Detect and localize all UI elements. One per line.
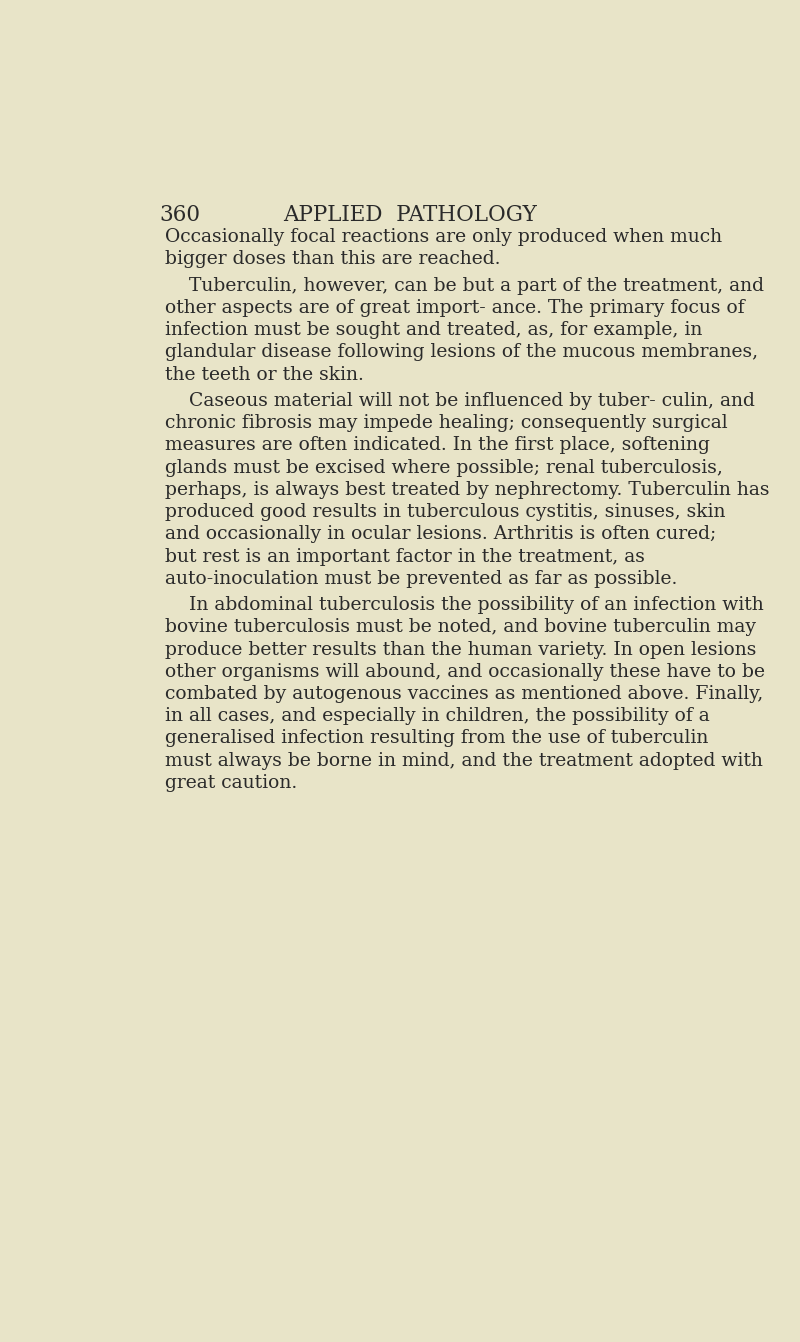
- Text: generalised infection resulting from the use of tuberculin: generalised infection resulting from the…: [165, 729, 709, 747]
- Text: Caseous material will not be influenced by tuber- culin, and: Caseous material will not be influenced …: [189, 392, 754, 411]
- Text: produce better results than the human variety. In open lesions: produce better results than the human va…: [165, 640, 757, 659]
- Text: 360: 360: [159, 204, 200, 227]
- Text: in all cases, and especially in children, the possibility of a: in all cases, and especially in children…: [165, 707, 710, 725]
- Text: bovine tuberculosis must be noted, and bovine tuberculin may: bovine tuberculosis must be noted, and b…: [165, 619, 756, 636]
- Text: APPLIED  PATHOLOGY: APPLIED PATHOLOGY: [283, 204, 537, 227]
- Text: the teeth or the skin.: the teeth or the skin.: [165, 365, 364, 384]
- Text: other aspects are of great import- ance. The primary focus of: other aspects are of great import- ance.…: [165, 299, 745, 317]
- Text: measures are often indicated. In the first place, softening: measures are often indicated. In the fir…: [165, 436, 710, 455]
- Text: glandular disease following lesions of the mucous membranes,: glandular disease following lesions of t…: [165, 344, 758, 361]
- Text: Occasionally focal reactions are only produced when much: Occasionally focal reactions are only pr…: [165, 228, 722, 246]
- Text: glands must be excised where possible; renal tuberculosis,: glands must be excised where possible; r…: [165, 459, 723, 476]
- Text: infection must be sought and treated, as, for example, in: infection must be sought and treated, as…: [165, 321, 702, 340]
- Text: chronic fibrosis may impede healing; consequently surgical: chronic fibrosis may impede healing; con…: [165, 415, 728, 432]
- Text: combated by autogenous vaccines as mentioned above. Finally,: combated by autogenous vaccines as menti…: [165, 684, 763, 703]
- Text: must always be borne in mind, and the treatment adopted with: must always be borne in mind, and the tr…: [165, 752, 763, 769]
- Text: but rest is an important factor in the treatment, as: but rest is an important factor in the t…: [165, 548, 645, 565]
- Text: bigger doses than this are reached.: bigger doses than this are reached.: [165, 251, 501, 268]
- Text: produced good results in tuberculous cystitis, sinuses, skin: produced good results in tuberculous cys…: [165, 503, 726, 521]
- Text: other organisms will abound, and occasionally these have to be: other organisms will abound, and occasio…: [165, 663, 765, 680]
- Text: auto-inoculation must be prevented as far as possible.: auto-inoculation must be prevented as fa…: [165, 570, 678, 588]
- Text: In abdominal tuberculosis the possibility of an infection with: In abdominal tuberculosis the possibilit…: [189, 596, 763, 615]
- Text: Tuberculin, however, can be but a part of the treatment, and: Tuberculin, however, can be but a part o…: [189, 276, 764, 295]
- Text: great caution.: great caution.: [165, 774, 298, 792]
- Text: perhaps, is always best treated by nephrectomy. Tuberculin has: perhaps, is always best treated by nephr…: [165, 480, 770, 499]
- Text: and occasionally in ocular lesions. Arthritis is often cured;: and occasionally in ocular lesions. Arth…: [165, 525, 716, 544]
